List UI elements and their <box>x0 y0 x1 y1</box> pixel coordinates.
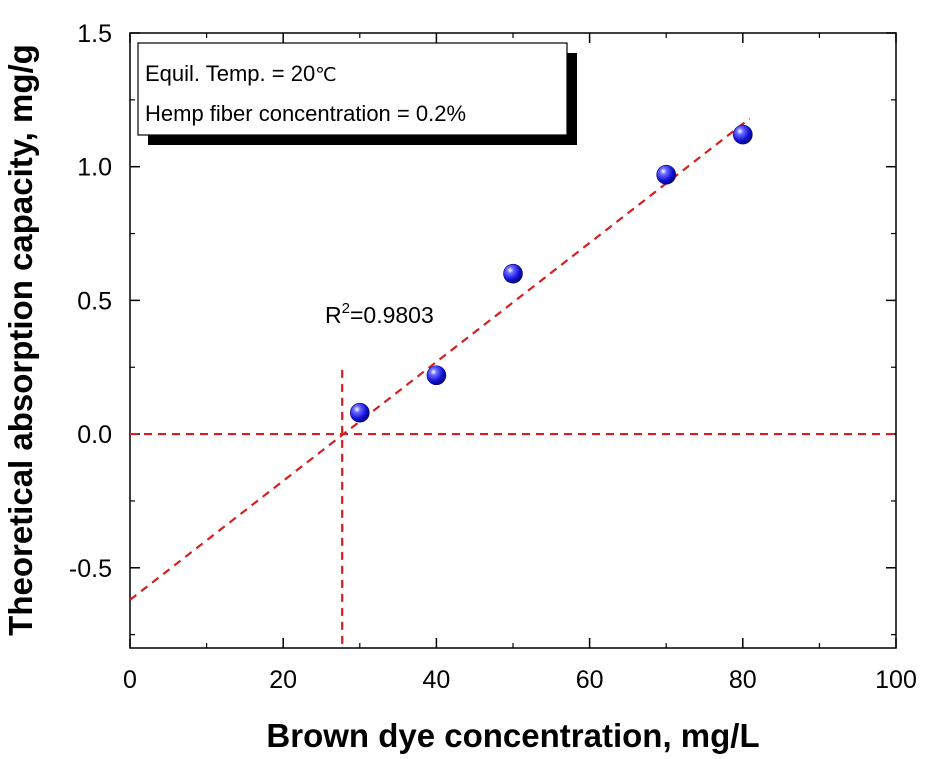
legend-box: Equil. Temp. = 20℃ Hemp fiber concentrat… <box>137 42 577 145</box>
legend-box-panel <box>137 42 568 136</box>
y-tick-label: 1.0 <box>77 154 112 182</box>
r-squared-superscript: 2 <box>342 300 350 317</box>
y-tick-label: -0.5 <box>69 555 112 583</box>
x-tick-label: 0 <box>123 666 137 694</box>
r-squared-value: =0.9803 <box>350 302 434 328</box>
legend-line-fiber-concentration: Hemp fiber concentration = 0.2% <box>145 101 466 126</box>
data-point <box>732 124 753 145</box>
y-tick-label: 1.5 <box>77 20 112 48</box>
legend-line-temperature: Equil. Temp. = 20℃ <box>145 61 337 86</box>
data-point <box>503 263 523 284</box>
legend-temperature-text: Equil. Temp. = 20 <box>145 61 315 86</box>
x-tick-label: 40 <box>422 666 450 694</box>
y-tick-label: 0.5 <box>77 287 112 315</box>
r-squared-annotation: R2=0.9803 <box>325 300 434 328</box>
x-tick-label: 80 <box>729 666 757 694</box>
x-tick-label: 60 <box>576 666 604 694</box>
y-tick-label: 0.0 <box>77 421 112 449</box>
data-point <box>426 365 447 386</box>
x-axis-title: Brown dye concentration, mg/L <box>266 717 759 754</box>
x-tick-label: 100 <box>875 666 917 694</box>
data-point <box>349 402 370 423</box>
legend-temperature-unit: ℃ <box>315 64 336 86</box>
data-points <box>349 124 753 423</box>
axis-ticks <box>129 32 897 648</box>
y-axis-title: Theoretical absorption capacity, mg/g <box>2 44 39 636</box>
axis-tick-labels: 0 20 40 60 80 100 -0.5 0.0 0.5 1.0 1.5 <box>69 20 917 694</box>
x-tick-label: 20 <box>269 666 297 694</box>
r-squared-prefix: R <box>325 302 342 328</box>
linear-fit-line <box>129 117 751 601</box>
data-point <box>656 164 677 185</box>
